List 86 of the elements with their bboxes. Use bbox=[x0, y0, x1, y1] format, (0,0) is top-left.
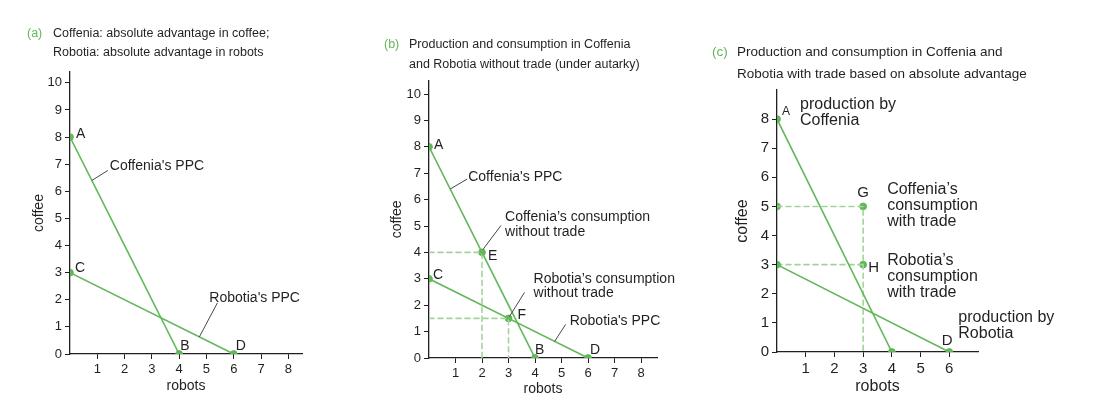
x-tick-label: 6 bbox=[230, 361, 238, 377]
x-tick-label: 1 bbox=[451, 365, 460, 381]
annotation: D bbox=[235, 336, 246, 353]
annotation: D bbox=[590, 340, 601, 357]
y-tick-label: 9 bbox=[413, 111, 421, 127]
y-tick-label: 9 bbox=[54, 101, 62, 117]
x-tick-label: 2 bbox=[478, 365, 486, 381]
y-tick-label: 0 bbox=[54, 345, 62, 361]
x-tick-label: 3 bbox=[504, 365, 513, 381]
x-tick-label: 4 bbox=[887, 359, 897, 377]
y-tick-label: 10 bbox=[406, 85, 421, 101]
y-tick-label: 4 bbox=[413, 243, 421, 259]
y-tick-label: 5 bbox=[760, 196, 769, 214]
annotation: G bbox=[857, 182, 869, 200]
x-tick-label: 8 bbox=[637, 365, 645, 381]
x-axis-title: robots bbox=[523, 380, 563, 397]
chart-title: (c) Production and consumption in Coffenia and Robotia with trade based on absolute advantage bbox=[712, 43, 1028, 83]
series-label: Coffenia's PPC bbox=[109, 157, 205, 174]
y-tick-label: 7 bbox=[760, 138, 769, 156]
y-tick-label: 0 bbox=[413, 349, 421, 365]
annotation: production by Coffenia bbox=[800, 94, 897, 128]
annotation: Robotia’s consumption without trade bbox=[532, 270, 675, 301]
x-tick-label: 1 bbox=[93, 361, 101, 377]
annotation: C bbox=[433, 265, 444, 282]
x-tick-label: 3 bbox=[148, 361, 156, 377]
x-tick-label: 7 bbox=[257, 361, 265, 377]
y-tick-label: 2 bbox=[413, 296, 421, 312]
annotation: H bbox=[868, 257, 879, 275]
x-tick-label: 6 bbox=[584, 365, 592, 381]
annotation: B bbox=[180, 336, 190, 353]
y-tick-label: 7 bbox=[54, 155, 62, 171]
annotation: A bbox=[434, 135, 444, 152]
annotation: F bbox=[517, 306, 527, 323]
y-tick-label: 5 bbox=[54, 210, 62, 225]
y-tick-label: 0 bbox=[760, 342, 769, 360]
y-tick-label: 7 bbox=[413, 164, 421, 180]
x-tick-label: 1 bbox=[801, 359, 810, 377]
x-tick-label: 5 bbox=[202, 361, 211, 377]
x-tick-label: 2 bbox=[120, 361, 129, 377]
y-tick-label: 4 bbox=[760, 225, 769, 243]
annotation: A bbox=[782, 104, 791, 119]
x-tick-label: 6 bbox=[945, 359, 954, 377]
x-tick-label: 3 bbox=[858, 359, 868, 377]
x-tick-label: 7 bbox=[610, 365, 619, 381]
y-tick-label: 4 bbox=[54, 237, 62, 253]
series-label: Robotia's PPC bbox=[569, 312, 661, 329]
y-tick-label: 3 bbox=[413, 270, 421, 286]
annotation: D bbox=[941, 331, 953, 349]
y-tick-label: 8 bbox=[54, 128, 62, 144]
x-tick-label: 4 bbox=[531, 365, 539, 381]
x-tick-label: 5 bbox=[916, 359, 925, 377]
annotation: production by Robotia bbox=[958, 308, 1055, 342]
annotation: B bbox=[535, 340, 545, 357]
y-tick-label: 1 bbox=[54, 318, 62, 334]
annotation: C bbox=[75, 258, 86, 275]
y-tick-label: 10 bbox=[47, 74, 62, 90]
y-tick-label: 6 bbox=[413, 191, 421, 207]
y-tick-label: 1 bbox=[413, 323, 421, 339]
chart-title: (b) Production and consumption in Coffenia and Robotia without trade (under autarky) bbox=[384, 36, 641, 73]
x-axis-title: robots bbox=[166, 377, 206, 394]
y-tick-label: 3 bbox=[760, 254, 769, 272]
x-tick-label: 2 bbox=[830, 359, 839, 377]
y-axis-title: coffee bbox=[733, 199, 751, 243]
x-tick-label: 8 bbox=[284, 361, 292, 377]
y-tick-label: 6 bbox=[760, 167, 769, 185]
y-tick-label: 6 bbox=[54, 182, 62, 198]
x-tick-label: 5 bbox=[557, 365, 566, 381]
y-axis-title: coffee bbox=[388, 200, 405, 239]
x-tick-label: 4 bbox=[175, 361, 183, 377]
y-tick-label: 8 bbox=[760, 109, 769, 127]
y-axis-title: coffee bbox=[30, 193, 47, 232]
y-tick-label: 1 bbox=[760, 313, 769, 331]
y-tick-label: 8 bbox=[413, 138, 421, 154]
annotation: Robotia’s consumption with trade bbox=[886, 251, 978, 301]
annotation: E bbox=[488, 247, 498, 264]
y-tick-label: 3 bbox=[54, 264, 62, 280]
annotation: Coffenia’s consumption without trade bbox=[504, 208, 651, 239]
series-label: Coffenia's PPC bbox=[468, 167, 563, 184]
chart-title: (a) Coffenia: absolute advantage in coffee; Robotia: absolute advantage in robots bbox=[27, 25, 271, 61]
y-tick-label: 5 bbox=[413, 217, 421, 233]
text: Robotia's PPC bbox=[209, 288, 300, 305]
annotation: Coffenia’s consumption with trade bbox=[886, 179, 978, 229]
y-tick-label: 2 bbox=[54, 291, 62, 307]
annotation: A bbox=[76, 124, 86, 141]
y-tick-label: 2 bbox=[760, 283, 769, 301]
x-axis-title: robots bbox=[855, 376, 900, 394]
